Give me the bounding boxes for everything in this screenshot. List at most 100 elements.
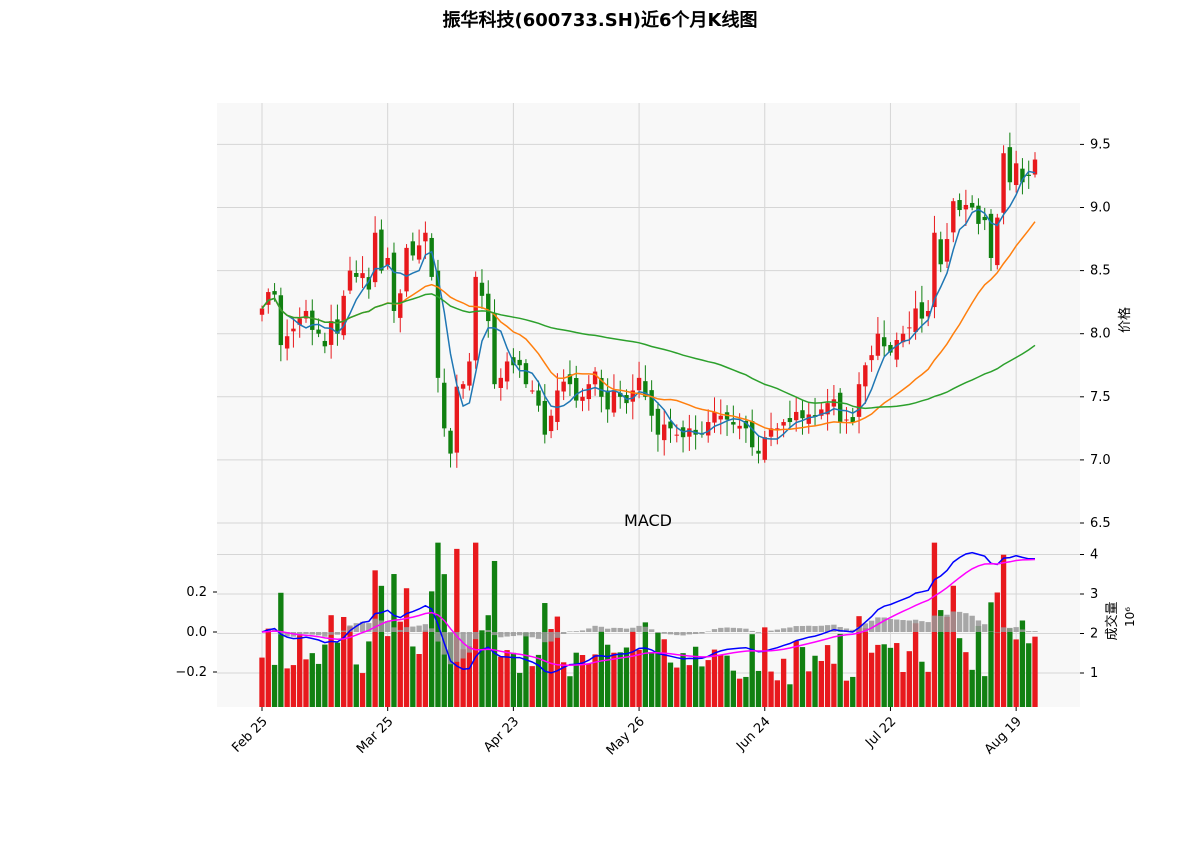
volume-bar	[322, 644, 328, 707]
macd-hist-bar	[648, 629, 655, 632]
macd-hist-bar	[862, 623, 868, 632]
candle-body	[548, 415, 554, 432]
volume-bar	[290, 665, 297, 707]
macd-hist-bar	[831, 624, 837, 632]
macd-hist-bar	[894, 619, 900, 632]
price-tick-label: 8.5	[1090, 264, 1111, 279]
candle-body	[586, 384, 591, 400]
candle-body	[925, 310, 931, 317]
candle-body	[712, 411, 717, 423]
candle-body	[938, 239, 943, 265]
candle-body	[844, 419, 849, 421]
signal-line	[261, 558, 1036, 667]
macd-hist-bar	[938, 615, 944, 632]
macd-hist-bar	[636, 625, 642, 632]
macd-hist-bar	[573, 631, 579, 632]
macd-hist-bar	[284, 632, 290, 637]
x-tick-label: May 26	[604, 714, 648, 758]
volume-bar	[604, 644, 611, 707]
candle-body	[1026, 174, 1031, 176]
candle-body	[354, 273, 359, 277]
volume-bar	[579, 655, 586, 707]
candle-body	[467, 361, 472, 386]
candle-body	[504, 361, 510, 382]
candle-body	[435, 270, 441, 378]
macd-hist-bar	[982, 624, 988, 632]
macd-hist-bar	[963, 613, 969, 632]
macd-hist-bar	[460, 632, 466, 659]
macd-hist-bar	[328, 632, 334, 635]
volume-bar	[1032, 636, 1038, 707]
volume-tick-label: 1	[1090, 666, 1098, 681]
price-tick-label: 9.0	[1090, 201, 1111, 216]
candle-body	[850, 417, 855, 423]
candle-body	[793, 411, 799, 421]
candle-body	[498, 377, 504, 388]
candle-body	[442, 382, 447, 429]
volume-bar	[655, 632, 661, 707]
volume-bar	[705, 660, 711, 707]
candle-body	[335, 319, 340, 334]
volume-bar	[573, 652, 579, 707]
candle-body	[555, 390, 560, 422]
volume-bar	[359, 673, 366, 707]
volume-bar	[780, 658, 787, 707]
macd-hist-bar	[1007, 627, 1013, 632]
candle-body	[391, 252, 397, 311]
candle-body	[900, 333, 906, 343]
macd-hist-bar	[454, 632, 460, 662]
candle-body	[561, 381, 566, 392]
x-tick-label: Jun 24	[733, 714, 773, 754]
macd-hist-bar	[1026, 631, 1032, 632]
volume-tick-label: 2	[1090, 627, 1098, 642]
candle-body	[291, 328, 296, 332]
volume-bar	[630, 631, 636, 707]
volume-bar	[881, 644, 887, 707]
volume-bar	[403, 588, 410, 707]
candle-body	[567, 374, 573, 385]
macd-hist-bar	[975, 620, 982, 632]
macd-hist-bar	[642, 626, 649, 632]
candle-body	[806, 414, 811, 424]
macd-hist-bar	[303, 632, 309, 634]
macd-hist-bar	[491, 632, 498, 636]
macd-hist-bar	[579, 630, 586, 632]
macd-hist-bar	[661, 632, 667, 634]
volume-bar	[768, 671, 774, 707]
volume-bar	[1013, 639, 1019, 707]
macd-hist-bar	[378, 620, 385, 632]
volume-bar	[347, 626, 353, 707]
macd-hist-bar	[510, 632, 517, 637]
candle-body	[819, 409, 824, 416]
volume-bar	[862, 628, 868, 707]
volume-bar	[567, 676, 573, 707]
volume-bar	[454, 548, 460, 707]
candle-body	[379, 229, 384, 271]
volume-bar	[749, 634, 755, 707]
macd-hist-bar	[403, 627, 410, 632]
candle-body	[988, 213, 994, 258]
candle-body	[869, 355, 874, 361]
volume-bar	[661, 639, 667, 707]
macd-hist-bar	[504, 632, 510, 637]
volume-bar	[303, 659, 309, 707]
volume-bar	[366, 641, 372, 707]
volume-bar	[554, 616, 561, 707]
candle-body	[460, 384, 466, 389]
price-axis-label: 价格	[1117, 307, 1133, 333]
macd-hist-bar	[567, 631, 573, 632]
macd-hist-bar	[586, 628, 592, 632]
macd-hist-bar	[592, 625, 598, 632]
macd-line	[261, 551, 1036, 674]
macd-hist-bar	[485, 630, 491, 632]
macd-hist-bar	[692, 632, 699, 635]
candle-body	[473, 276, 478, 361]
macd-hist-bar	[956, 611, 963, 632]
macd-hist-bar	[818, 625, 824, 632]
candle-body	[668, 421, 673, 429]
volume-bar	[988, 602, 994, 707]
macd-hist-bar	[843, 628, 850, 632]
macd-hist-bar	[906, 620, 912, 632]
candle-body	[479, 282, 485, 296]
